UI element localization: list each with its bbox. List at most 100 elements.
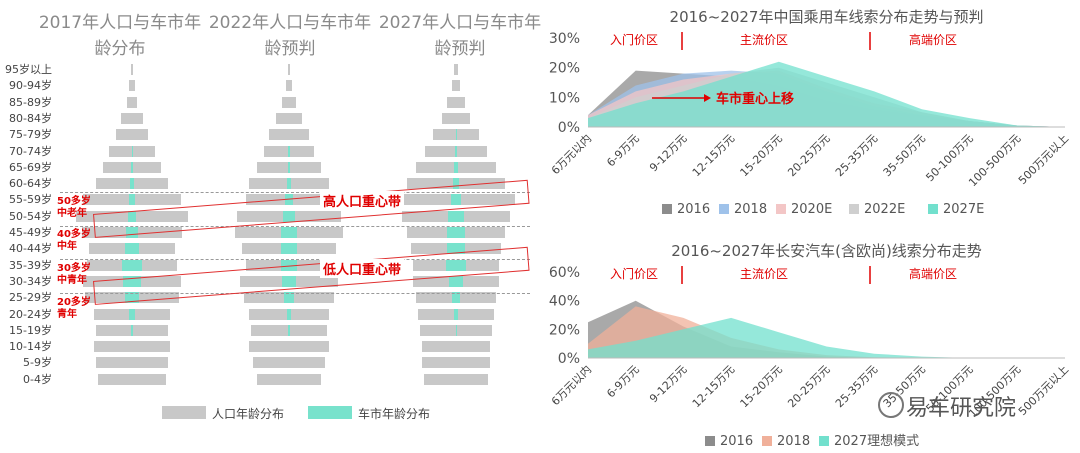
age-label: 60-64岁	[9, 177, 52, 191]
age-label: 10-14岁	[9, 340, 52, 354]
pyramid-title-2017: 2017年人口与车市年龄分布	[38, 13, 202, 59]
car-market-bar	[450, 194, 462, 206]
age-label: 35-39岁	[9, 258, 52, 272]
car-market-bar	[454, 161, 458, 173]
car-market-bar	[281, 227, 297, 238]
age-divider-line	[60, 293, 530, 294]
car-market-bar	[455, 324, 457, 336]
y-tick-label: 0%	[558, 120, 580, 136]
car-market-bar	[448, 275, 464, 287]
age-group-label-line1: 20多岁	[57, 297, 91, 308]
age-label: 0-4岁	[23, 372, 52, 386]
y-tick-label: 20%	[549, 322, 580, 338]
population-bar	[288, 64, 290, 75]
x-tick-label: 20-25万元	[785, 363, 832, 410]
x-tick-label: 6万元以内	[548, 131, 594, 177]
car-market-bar	[127, 210, 137, 222]
population-bar	[421, 357, 491, 369]
age-group-label: 30多岁 中青年	[57, 263, 91, 287]
legend-label: 2018	[777, 434, 810, 449]
legend-swatch	[719, 204, 729, 214]
x-tick-label: 20-25万元	[785, 132, 832, 179]
car-market-bar	[130, 178, 134, 190]
legend-label: 2016	[720, 434, 753, 449]
car-market-bar	[448, 210, 464, 222]
price-zone-label: 入门价区	[610, 266, 658, 281]
car-market-bar	[129, 308, 135, 320]
age-group-label: 50多岁 中老年	[57, 196, 91, 220]
car-market-bar	[288, 145, 290, 157]
x-tick-label: 500万元以上	[1016, 132, 1071, 187]
age-label: 65-69岁	[9, 160, 52, 174]
car-market-bar	[131, 161, 133, 173]
population-bar	[269, 129, 309, 141]
population-bar	[94, 341, 170, 353]
population-bar	[421, 341, 491, 353]
legend-label: 2027E	[943, 202, 984, 217]
x-tick-label: 9-12万元	[647, 363, 689, 405]
population-bar	[253, 357, 325, 369]
age-label: 5-9岁	[23, 356, 52, 370]
y-tick-label: 20%	[549, 61, 580, 77]
legend-swatch	[705, 436, 715, 446]
age-divider-line	[60, 259, 530, 260]
population-bar	[131, 64, 133, 75]
population-band-label: 低人口重心带	[320, 259, 405, 278]
population-bar	[441, 112, 471, 124]
car-market-bar	[124, 243, 140, 255]
population-bar	[452, 80, 460, 92]
car-market-bar	[286, 178, 292, 190]
x-tick-label: 15-20万元	[738, 132, 785, 179]
car-market-bar	[281, 243, 297, 255]
population-bar	[121, 112, 143, 124]
trend-arrow-head	[704, 94, 711, 102]
x-tick-label: 50-100万元	[923, 132, 975, 184]
x-tick-label: 25-35万元	[833, 132, 880, 179]
age-label: 80-84岁	[9, 111, 52, 125]
age-label: 15-19岁	[9, 323, 52, 337]
age-label: 50-54岁	[9, 209, 52, 223]
price-zone-label: 入门价区	[610, 32, 658, 47]
population-bar	[281, 96, 297, 108]
legend-label: 2022E	[864, 202, 905, 217]
trend-annotation: 车市重心上移	[716, 91, 794, 107]
car-market-bar	[129, 194, 135, 206]
price-zone-label: 高端价区	[909, 266, 957, 281]
population-bar	[423, 373, 489, 385]
population-band-label: 高人口重心带	[320, 191, 405, 210]
car-market-bar	[453, 178, 459, 190]
legend-swatch	[849, 204, 859, 214]
x-tick-label: 500万元以上	[1016, 363, 1071, 418]
age-label: 25-29岁	[9, 291, 52, 305]
legend-swatch-population	[162, 406, 206, 419]
car-market-bar	[287, 161, 291, 173]
car-market-bar	[283, 210, 295, 222]
car-market-bar	[288, 324, 290, 336]
age-group-label: 40多岁 中年	[57, 229, 91, 253]
pyramid-title-2027: 2027年人口与车市年龄预判	[378, 13, 542, 59]
age-label: 85-89岁	[9, 95, 52, 109]
legend-label: 2027理想模式	[834, 433, 919, 449]
age-label: 20-24岁	[9, 307, 52, 321]
x-tick-label: 9-12万元	[647, 132, 689, 174]
age-group-label-line1: 30多岁	[57, 263, 91, 274]
legend-swatch	[762, 436, 772, 446]
car-market-bar	[455, 145, 457, 157]
population-bar	[447, 96, 465, 108]
population-bar	[96, 357, 168, 369]
age-divider-line	[60, 192, 530, 193]
legend-swatch	[819, 436, 829, 446]
legend-swatch	[928, 204, 938, 214]
car-market-bar	[122, 259, 142, 271]
area-series-4	[588, 61, 1065, 128]
y-tick-label: 60%	[549, 265, 580, 281]
population-bar	[249, 341, 329, 353]
pyramid-title-2022: 2022年人口与车市年龄预判	[208, 13, 372, 59]
x-tick-label: 35-50万元	[881, 132, 928, 179]
age-label: 90-94岁	[9, 79, 52, 93]
age-label: 40-44岁	[9, 242, 52, 256]
age-label: 75-79岁	[9, 128, 52, 142]
car-market-bar	[281, 259, 297, 271]
area-series-2	[588, 317, 1065, 358]
car-market-bar	[126, 227, 138, 238]
